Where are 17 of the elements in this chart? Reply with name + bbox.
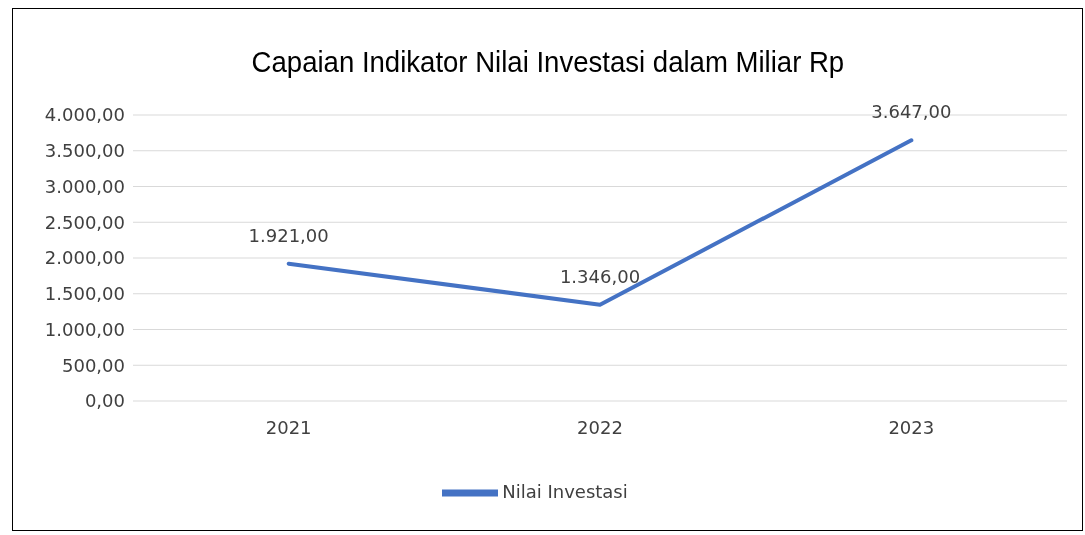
y-tick-label: 2.000,00 [44,247,125,269]
x-tick-label: 2021 [265,416,312,438]
x-tick-label: 2022 [577,416,623,438]
data-label: 1.346,00 [559,265,641,287]
data-label: 1.921,00 [248,224,329,246]
y-tick-label: 3.000,00 [44,175,125,197]
y-tick-label: 1.000,00 [44,318,125,340]
y-tick-label: 1.500,00 [44,283,125,305]
data-label: 3.647,00 [871,101,952,123]
y-tick-label: 4.000,00 [44,104,125,126]
chart-title: Capaian Indikator Nilai Investasi dalam Miliar Rp [251,46,844,79]
x-tick-label: 2023 [888,416,935,438]
y-tick-label: 3.500,00 [44,140,125,162]
legend-label: Nilai Investasi [502,481,628,502]
y-tick-label: 500,00 [62,354,125,376]
y-tick-label: 2.500,00 [44,211,125,233]
y-tick-label: 0,00 [84,390,125,412]
